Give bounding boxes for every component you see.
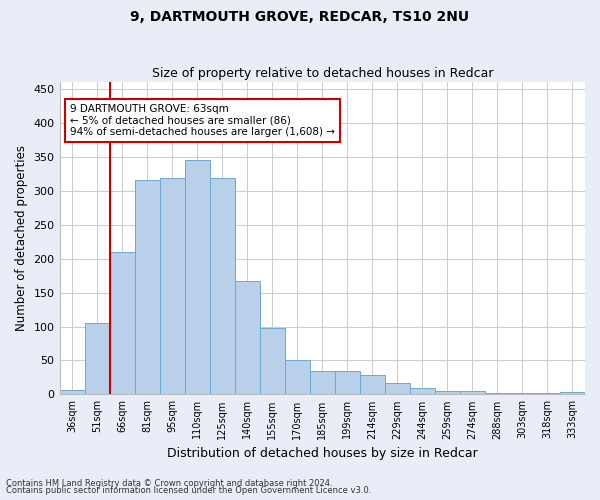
Bar [560,392,585,394]
Bar [134,180,160,394]
Bar [110,252,134,394]
Text: 9 DARTMOUTH GROVE: 63sqm
← 5% of detached houses are smaller (86)
94% of semi-de: 9 DARTMOUTH GROVE: 63sqm ← 5% of detache… [70,104,335,137]
Bar [59,390,85,394]
Bar [285,360,310,394]
Bar [410,388,435,394]
Bar [535,393,560,394]
Bar [310,370,335,394]
Bar [209,178,235,394]
Bar [360,374,385,394]
Text: Contains public sector information licensed under the Open Government Licence v3: Contains public sector information licen… [6,486,371,495]
Bar [485,393,510,394]
Bar [335,370,360,394]
Text: Contains HM Land Registry data © Crown copyright and database right 2024.: Contains HM Land Registry data © Crown c… [6,478,332,488]
Bar [185,160,209,394]
Bar [460,391,485,394]
Bar [85,323,110,394]
Bar [160,178,185,394]
Bar [435,391,460,394]
Bar [385,383,410,394]
Y-axis label: Number of detached properties: Number of detached properties [15,145,28,331]
Bar [235,281,260,394]
Bar [510,393,535,394]
Text: 9, DARTMOUTH GROVE, REDCAR, TS10 2NU: 9, DARTMOUTH GROVE, REDCAR, TS10 2NU [130,10,470,24]
Bar [260,328,285,394]
Title: Size of property relative to detached houses in Redcar: Size of property relative to detached ho… [152,66,493,80]
X-axis label: Distribution of detached houses by size in Redcar: Distribution of detached houses by size … [167,447,478,460]
